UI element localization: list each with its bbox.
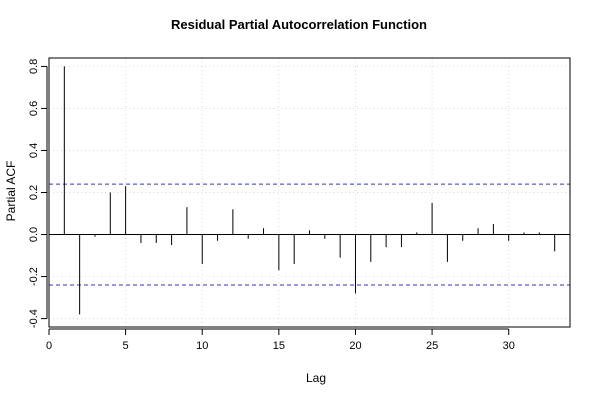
grid-layer bbox=[48, 58, 570, 327]
confidence-bounds bbox=[49, 183, 570, 286]
x-tick-label: 10 bbox=[196, 340, 208, 352]
y-tick-label: -0.2 bbox=[28, 267, 40, 286]
chart-title: Residual Partial Autocorrelation Functio… bbox=[171, 17, 427, 32]
x-tick-label: 0 bbox=[46, 340, 52, 352]
y-tick-label: 0.2 bbox=[28, 185, 40, 200]
x-axis-label: Lag bbox=[306, 371, 326, 385]
x-tick-label: 20 bbox=[349, 340, 361, 352]
y-tick-label: 0.0 bbox=[28, 227, 40, 242]
x-tick-label: 15 bbox=[273, 340, 285, 352]
plot-frame bbox=[48, 57, 571, 328]
y-tick-label: -0.4 bbox=[28, 309, 40, 328]
pacf-bars bbox=[63, 66, 556, 315]
axes: 0 5 10 15 20 25 30 -0.4 -0.2 0.0 0.2 0.4 0.6 0.8 bbox=[28, 59, 570, 352]
y-tick-label: 0.4 bbox=[28, 143, 40, 158]
y-tick-label: 0.6 bbox=[28, 101, 40, 116]
x-tick-label: 25 bbox=[426, 340, 438, 352]
x-tick-label: 30 bbox=[503, 340, 515, 352]
y-axis-label: Partial ACF bbox=[4, 161, 18, 222]
x-tick-label: 5 bbox=[123, 340, 129, 352]
y-tick-label: 0.8 bbox=[28, 59, 40, 74]
